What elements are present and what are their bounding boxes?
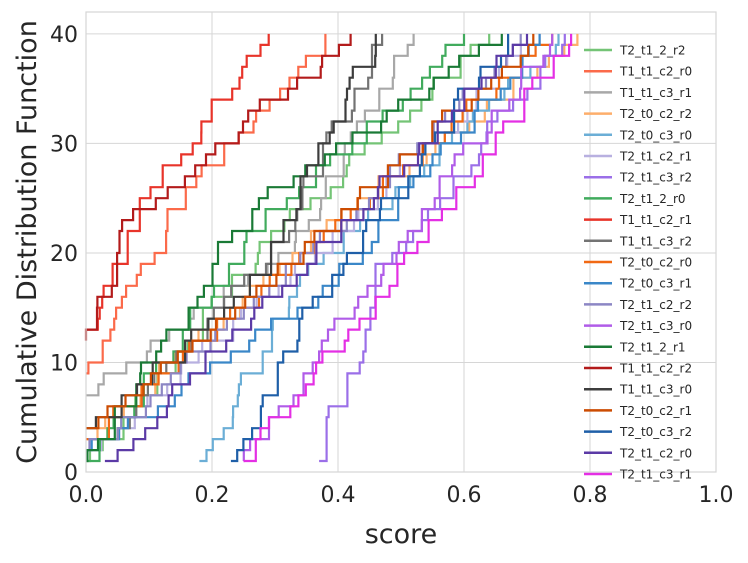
legend-label: T1_t1_c2_r2 <box>619 362 692 376</box>
legend-label: T2_t1_c2_r0 <box>619 446 692 460</box>
legend-label: T1_t1_c3_r2 <box>619 234 692 248</box>
legend-label: T2_t0_c3_r0 <box>619 128 692 142</box>
legend-label: T2_t0_c2_r2 <box>619 107 692 121</box>
series-line-t1-t1-c2-r0 <box>86 33 327 375</box>
legend-label: T2_t1_c3_r1 <box>619 468 692 482</box>
legend: T2_t1_2_r2 T1_t1_c2_r0 T1_t1_c3_r1 T2_t0_c2… <box>584 44 692 482</box>
x-tick-label: 0.6 <box>447 483 482 508</box>
legend-label: T2_t1_c3_r0 <box>619 319 692 333</box>
series-line-t1-t1-c2-r1 <box>86 33 270 331</box>
series-line-t2-t0-c3-r0 <box>199 33 560 463</box>
legend-label: T1_t1_c2_r1 <box>619 213 692 227</box>
legend-label: T2_t1_c2_r1 <box>619 150 692 164</box>
legend-label: T2_t0_c3_r2 <box>619 425 692 439</box>
y-axis-label: Cumulative Distribution Function <box>12 20 43 464</box>
y-tick-label: 30 <box>50 132 78 157</box>
x-tick-label: 0.2 <box>195 483 230 508</box>
series-line-t2-t0-c2-r1 <box>86 33 535 430</box>
y-tick-label: 20 <box>50 242 78 267</box>
x-axis-label: score <box>365 519 438 550</box>
legend-label: T2_t1_2_r0 <box>619 192 686 206</box>
x-tick-label: 1.0 <box>699 483 734 508</box>
legend-label: T1_t1_c3_r0 <box>619 383 692 397</box>
y-tick-labels: 0 10 20 30 40 <box>50 23 78 486</box>
series-line-t2-t1-2-r2 <box>86 33 491 463</box>
series-line-t2-t0-c3-r2 <box>230 33 510 463</box>
legend-label: T2_t1_c2_r2 <box>619 298 692 312</box>
x-tick-label: 0.0 <box>69 483 104 508</box>
y-tick-label: 10 <box>50 351 78 376</box>
legend-label: T2_t0_c3_r1 <box>619 277 692 291</box>
legend-label: T1_t1_c3_r1 <box>619 86 692 100</box>
series-line-t1-t1-c2-r2 <box>84 33 352 341</box>
y-tick-label: 40 <box>50 23 78 48</box>
x-tick-label: 0.4 <box>321 483 356 508</box>
legend-label: T1_t1_c2_r0 <box>619 65 692 79</box>
legend-label: T2_t1_2_r2 <box>619 44 686 58</box>
x-tick-labels: 0.0 0.2 0.4 0.6 0.8 1.0 <box>69 483 734 508</box>
legend-label: T2_t0_c2_r0 <box>619 256 692 270</box>
series-line-t2-t1-c3-r1 <box>243 33 573 463</box>
series-line-t1-t1-c3-r1 <box>86 33 415 397</box>
legend-label: T2_t1_c3_r2 <box>619 171 692 185</box>
series-group <box>84 33 579 463</box>
y-tick-label: 0 <box>64 461 78 486</box>
series-line-t2-t1-c2-r0 <box>104 33 529 463</box>
legend-label: T2_t1_2_r1 <box>619 340 686 354</box>
series-line-t1-t1-c3-r0 <box>86 33 377 430</box>
legend-label: T2_t0_c2_r1 <box>619 404 692 418</box>
x-tick-label: 0.8 <box>573 483 608 508</box>
series-line-t2-t1-c2-r2 <box>86 33 522 452</box>
plot-frame <box>85 11 717 473</box>
